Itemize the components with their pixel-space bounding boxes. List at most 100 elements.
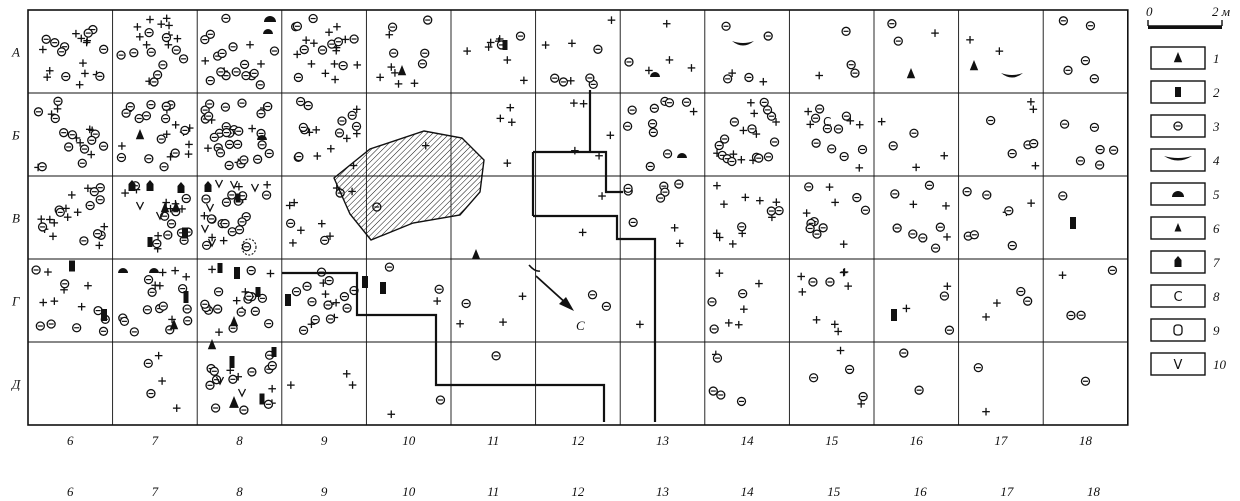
circle-minus-mark	[50, 38, 60, 48]
circle-minus-mark	[435, 395, 446, 405]
legend-item-9: 9	[1150, 318, 1220, 342]
plus-mark	[729, 150, 738, 158]
circle-minus-mark	[59, 128, 69, 138]
plus-mark	[325, 28, 333, 37]
circle-minus-mark	[263, 101, 273, 112]
circle-minus-mark	[149, 77, 159, 87]
plus-mark	[825, 183, 834, 191]
plus-mark	[598, 192, 606, 200]
rect-mark	[259, 393, 265, 405]
plus-mark	[72, 29, 80, 38]
circle-minus-mark	[53, 96, 63, 106]
plus-mark	[506, 103, 515, 112]
circle-minus-mark	[420, 48, 430, 58]
plus-mark	[142, 41, 151, 49]
circle-minus-mark	[200, 34, 210, 45]
plus-mark	[352, 105, 361, 114]
circle-minus-mark	[962, 187, 972, 197]
circle-minus-mark	[317, 45, 328, 55]
circle-minus-mark	[210, 403, 221, 413]
legend-item-5: 5	[1150, 182, 1220, 206]
bottom-number-label: 10	[402, 484, 416, 499]
plus-mark	[342, 370, 351, 378]
circle-minus-mark	[339, 291, 350, 302]
circle-minus-mark	[839, 151, 849, 162]
circle-minus-mark	[585, 73, 595, 83]
plus-mark	[312, 126, 321, 134]
plus-mark	[50, 297, 59, 305]
circle-minus-mark	[763, 31, 773, 41]
plus-mark	[568, 39, 576, 48]
circle-minus-mark	[224, 160, 234, 171]
circle-minus-mark	[754, 153, 764, 163]
circle-minus-mark	[349, 34, 359, 44]
plus-mark	[84, 281, 92, 290]
legend-item-7: 7	[1150, 250, 1220, 274]
plus-mark	[121, 189, 129, 197]
circle-minus-mark	[647, 119, 658, 129]
circle-minus-mark	[664, 98, 675, 108]
v-mark	[200, 224, 210, 234]
rect-mark	[362, 276, 368, 288]
legend-number: 2	[1213, 85, 1220, 100]
column-label: 18	[1079, 433, 1093, 448]
legend-number: 8	[1213, 289, 1220, 304]
circle-minus-mark	[890, 189, 900, 199]
circle-minus-mark	[177, 283, 188, 294]
plus-mark	[394, 80, 403, 88]
plus-mark	[49, 232, 57, 241]
circle-minus-mark	[200, 299, 210, 309]
circle-minus-mark	[738, 288, 748, 299]
plus-mark	[67, 191, 76, 199]
plus-mark	[571, 146, 579, 155]
plus-mark	[740, 305, 748, 314]
circle-minus-mark	[982, 190, 992, 200]
plus-mark	[1031, 161, 1040, 170]
trench-boundary-upper	[533, 90, 623, 194]
circle-minus-mark	[351, 121, 362, 132]
plus-mark	[45, 66, 54, 75]
plus-mark	[154, 351, 163, 360]
plus-mark	[834, 327, 842, 336]
plus-mark	[118, 142, 126, 150]
circle-minus-mark	[1089, 122, 1100, 132]
circle-minus-mark	[719, 134, 730, 144]
circle-minus-mark	[119, 316, 130, 327]
v-mark	[135, 201, 145, 211]
plus-mark	[566, 77, 575, 85]
circle-minus-mark	[491, 351, 501, 361]
circle-minus-mark	[144, 154, 154, 164]
circle-minus-mark	[93, 305, 103, 316]
circle-minus-mark	[129, 48, 139, 58]
plus-mark	[595, 151, 603, 160]
circle-minus-mark	[293, 72, 304, 83]
circle-minus-mark	[292, 21, 303, 31]
circle-minus-mark	[143, 274, 154, 285]
plus-mark	[815, 71, 824, 80]
plus-mark	[931, 29, 939, 37]
circle-minus-mark	[712, 353, 723, 363]
plus-mark	[208, 265, 216, 274]
hatched-pit-feature	[333, 130, 485, 241]
triangle-mark	[229, 396, 239, 408]
circle-minus-mark	[814, 104, 825, 114]
circle-minus-mark	[156, 134, 166, 144]
circle-minus-mark	[213, 304, 223, 314]
circle-minus-mark	[241, 70, 251, 81]
plus-mark	[201, 57, 210, 65]
bottom-number-label: 7	[152, 484, 159, 499]
plus-mark	[215, 328, 223, 336]
house-mark	[128, 180, 136, 191]
circle-minus-mark	[744, 72, 754, 83]
circle-minus-mark	[205, 29, 216, 39]
plus-mark	[387, 410, 396, 419]
plus-mark	[804, 107, 812, 116]
plus-mark	[1027, 199, 1035, 207]
plus-mark	[266, 269, 275, 278]
plus-mark	[385, 30, 394, 39]
row-label: В	[12, 211, 20, 226]
plus-mark	[737, 155, 746, 164]
circle-minus-mark	[558, 77, 569, 87]
plus-mark	[332, 298, 340, 307]
